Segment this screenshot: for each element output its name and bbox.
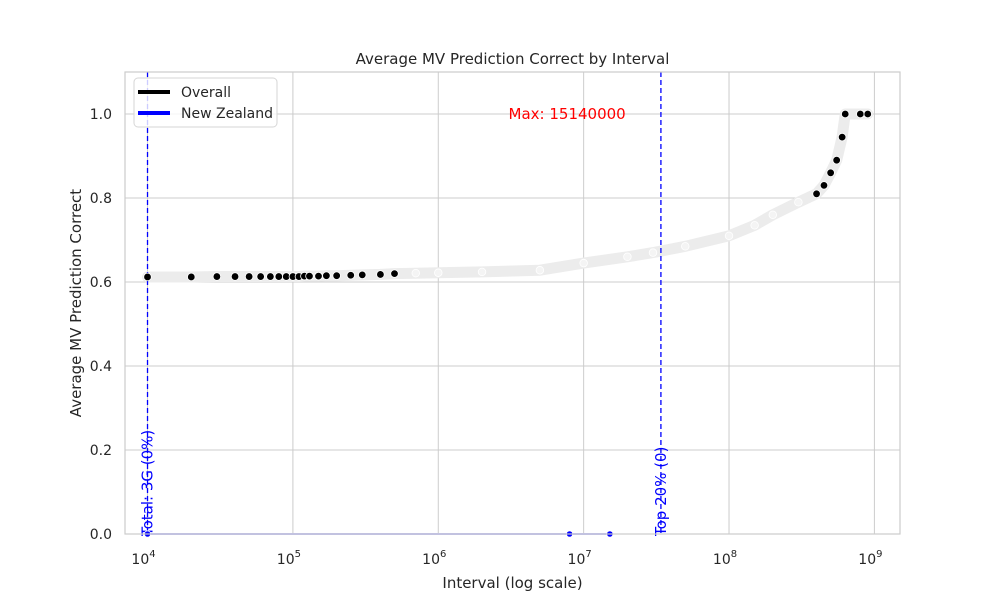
y-tick-label: 0.4 xyxy=(90,359,112,375)
overall-point xyxy=(648,248,658,257)
overall-point xyxy=(230,272,240,281)
overall-point xyxy=(244,272,254,281)
overall-point xyxy=(143,272,152,282)
y-tick-label: 0.6 xyxy=(90,275,112,291)
overall-point xyxy=(841,109,850,119)
overall-point xyxy=(535,266,545,275)
overall-point xyxy=(346,271,355,280)
overall-point xyxy=(724,231,734,240)
x-tick-label: 109 xyxy=(858,549,882,568)
overall-point xyxy=(305,271,314,281)
overall-point xyxy=(187,272,196,282)
x-tick-label: 108 xyxy=(713,549,737,568)
chart-title: Average MV Prediction Correct by Interva… xyxy=(356,50,670,68)
overall-point xyxy=(794,197,803,207)
legend-label: New Zealand xyxy=(181,106,273,122)
overall-point xyxy=(477,267,487,277)
annotations: Max: 15140000 xyxy=(509,105,626,123)
overall-point xyxy=(863,109,872,119)
vline-label: Top 20% (0) xyxy=(652,447,670,537)
overall-trail xyxy=(142,108,874,283)
overall-point xyxy=(623,252,632,261)
overall-point xyxy=(314,271,323,281)
legend-label: Overall xyxy=(181,85,231,101)
overall-point xyxy=(390,269,399,278)
y-ticks: 0.0 0.2 0.4 0.6 0.8 1.0 xyxy=(90,107,112,543)
y-axis-label: Average MV Prediction Correct xyxy=(67,189,85,417)
overall-point xyxy=(681,242,690,251)
overall-point xyxy=(322,271,331,280)
x-tick-label: 106 xyxy=(422,549,446,568)
y-tick-label: 1.0 xyxy=(90,107,112,123)
overall-point xyxy=(856,109,865,119)
overall-point xyxy=(376,270,385,279)
legend: Overall New Zealand xyxy=(133,77,278,128)
overall-point xyxy=(434,268,443,277)
x-tick-label: 104 xyxy=(131,549,155,568)
vline-label: Total: 3G (0%) xyxy=(139,430,157,537)
overall-point xyxy=(411,268,420,278)
overall-point xyxy=(832,155,841,165)
overall-point xyxy=(812,189,821,198)
overall-point xyxy=(266,272,275,281)
y-tick-label: 0.8 xyxy=(90,191,112,207)
overall-point xyxy=(768,210,777,219)
overall-point xyxy=(358,270,367,280)
overall-point xyxy=(750,221,759,230)
vertical-lines: Total: 3G (0%) Top 20% (0) xyxy=(139,72,670,537)
data-points xyxy=(143,109,872,538)
overall-point xyxy=(332,271,341,280)
max-annotation: Max: 15140000 xyxy=(509,105,626,123)
overall-point xyxy=(837,132,847,142)
overall-point xyxy=(256,272,265,281)
overall-point xyxy=(212,272,222,281)
overall-point xyxy=(579,258,588,268)
overall-point xyxy=(826,168,835,177)
plot-frame xyxy=(124,71,901,535)
y-tick-label: 0.2 xyxy=(90,443,112,459)
x-axis-label: Interval (log scale) xyxy=(442,574,582,592)
overall-point xyxy=(819,181,829,190)
x-tick-label: 107 xyxy=(568,549,592,568)
x-ticks: 104 105 106 107 108 109 xyxy=(131,549,882,568)
y-tick-label: 0.0 xyxy=(90,527,112,543)
x-tick-label: 105 xyxy=(277,549,301,568)
overall-point xyxy=(274,272,284,281)
